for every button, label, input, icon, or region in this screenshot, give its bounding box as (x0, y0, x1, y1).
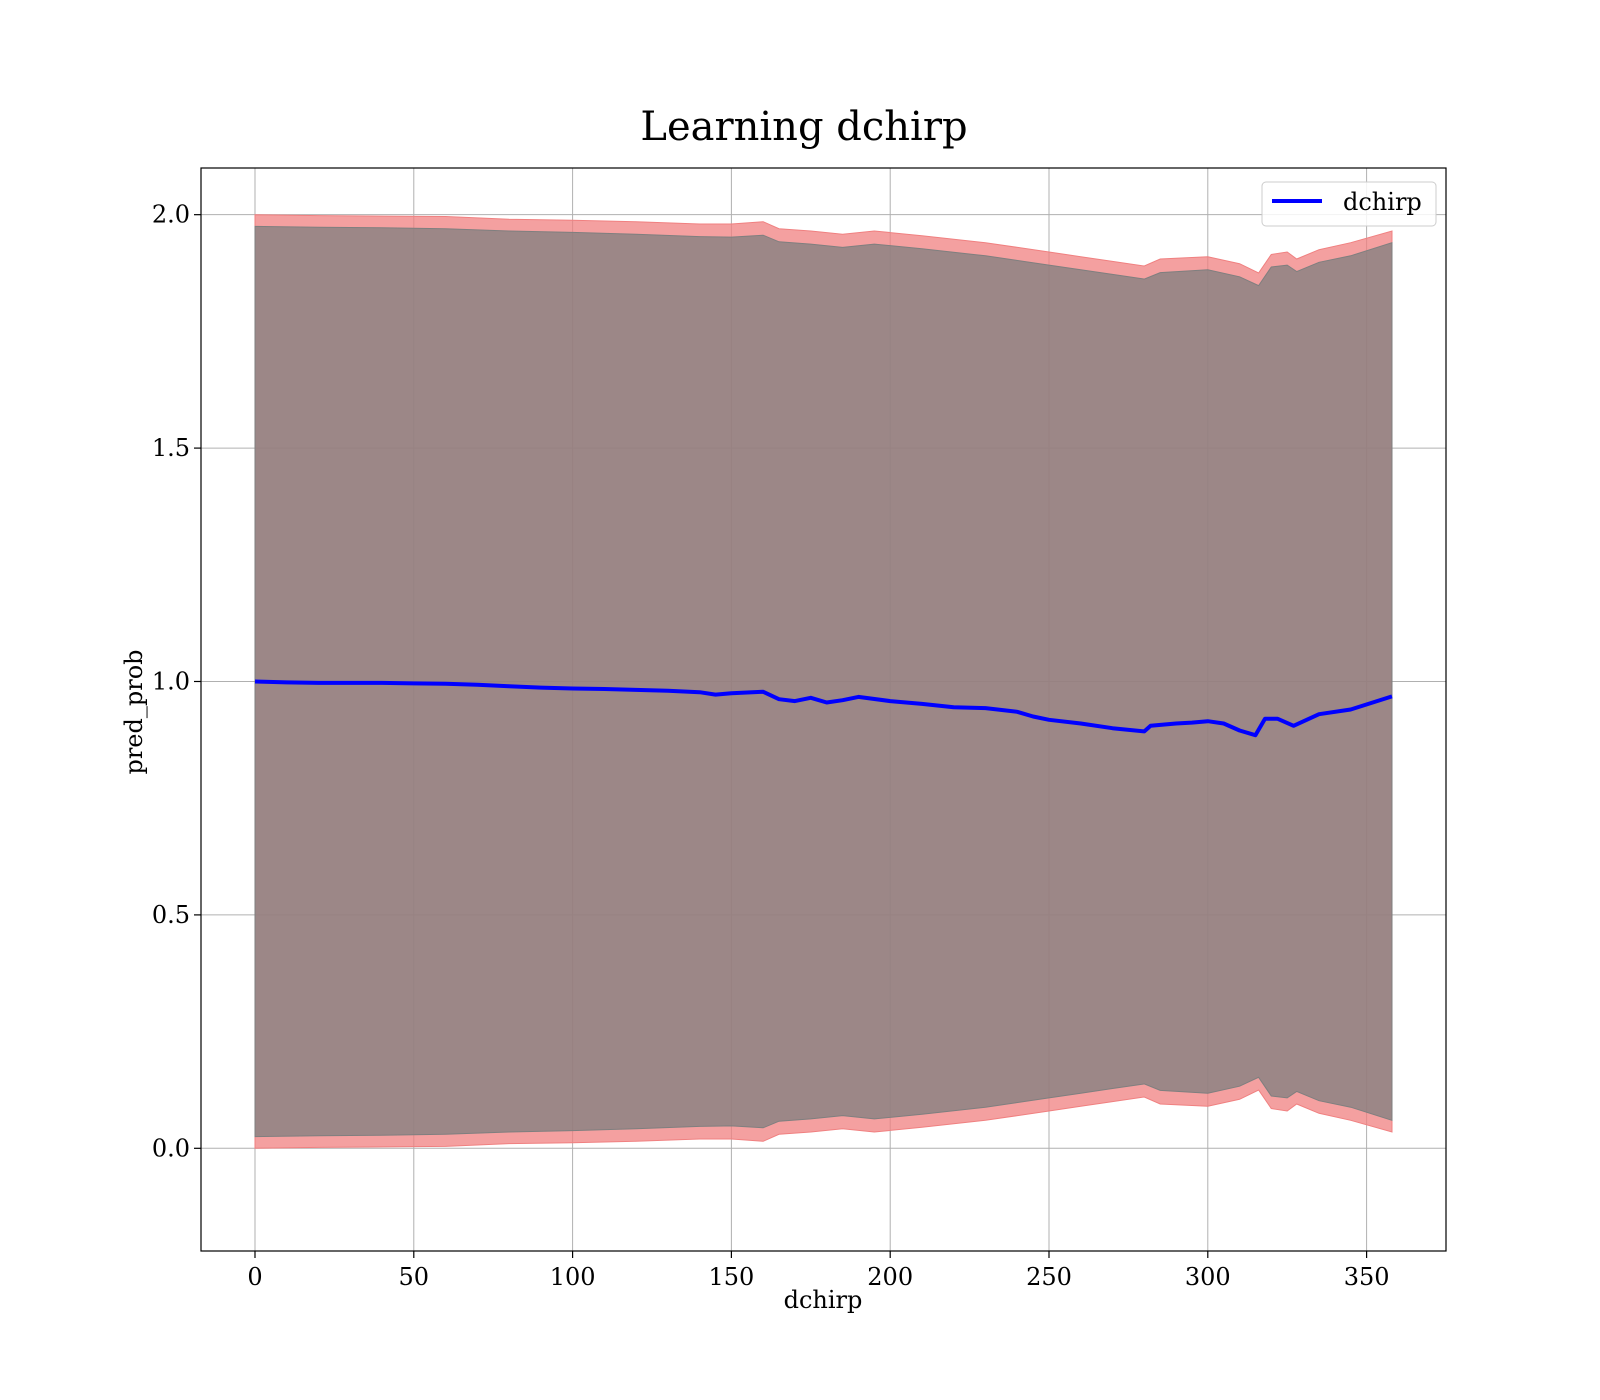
y-tick-label: 0.0 (152, 1134, 190, 1162)
y-tick-label: 1.5 (152, 434, 190, 462)
series-line-0 (254, 679, 1393, 738)
x-tick-label: 250 (1026, 1263, 1072, 1291)
x-tick-label: 100 (550, 1263, 596, 1291)
legend-box (1261, 181, 1437, 227)
y-tick-label: 0.5 (152, 901, 190, 929)
chart-title: Learning dchirp (640, 104, 967, 150)
bands (254, 214, 1393, 1149)
x-tick-label: 350 (1344, 1263, 1390, 1291)
series-lines (254, 679, 1393, 738)
legend-label: dchirp (1343, 188, 1422, 216)
legend: dchirp (1261, 181, 1437, 227)
y-axis-label: pred_prob (120, 649, 148, 774)
x-axis: 0 50 100 150 200 250 300 350 (247, 1251, 1390, 1291)
y-tick-label: 1.0 (152, 667, 190, 695)
x-tick-label: 150 (708, 1263, 754, 1291)
axes-frame (200, 167, 1447, 1252)
x-tick-label: 50 (399, 1263, 430, 1291)
y-axis: 0.0 0.5 1.0 1.5 2.0 (152, 201, 201, 1162)
plot-frame (200, 167, 1447, 1252)
y-tick-label: 2.0 (152, 201, 190, 229)
x-tick-label: 300 (1185, 1263, 1231, 1291)
x-tick-label: 0 (247, 1263, 262, 1291)
x-tick-label: 200 (867, 1263, 913, 1291)
x-axis-label: dchirp (784, 1286, 863, 1314)
band-1 (254, 225, 1393, 1138)
